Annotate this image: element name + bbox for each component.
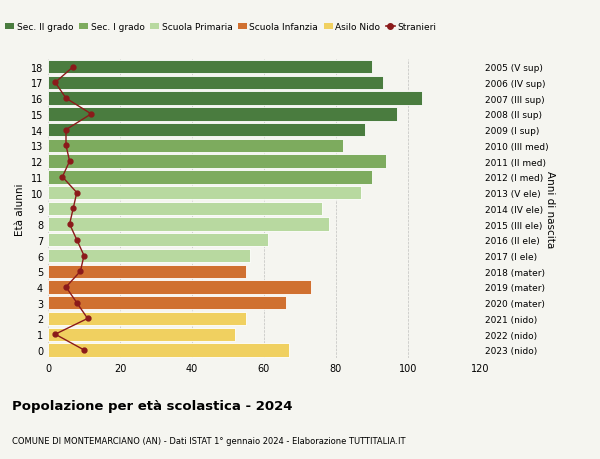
Bar — [48, 234, 268, 247]
Y-axis label: Anni di nascita: Anni di nascita — [545, 170, 556, 247]
Y-axis label: Età alunni: Età alunni — [15, 183, 25, 235]
Text: Popolazione per età scolastica - 2024: Popolazione per età scolastica - 2024 — [12, 399, 293, 412]
Bar — [48, 328, 235, 341]
Bar — [48, 218, 329, 231]
Bar — [48, 297, 286, 310]
Bar — [48, 312, 246, 325]
Bar — [48, 108, 397, 121]
Bar — [48, 343, 289, 357]
Bar — [48, 171, 372, 184]
Bar — [48, 202, 322, 216]
Bar — [48, 123, 365, 137]
Bar — [48, 155, 386, 168]
Text: COMUNE DI MONTEMARCIANO (AN) - Dati ISTAT 1° gennaio 2024 - Elaborazione TUTTITA: COMUNE DI MONTEMARCIANO (AN) - Dati ISTA… — [12, 436, 406, 445]
Bar — [48, 265, 246, 278]
Legend: Sec. II grado, Sec. I grado, Scuola Primaria, Scuola Infanzia, Asilo Nido, Stran: Sec. II grado, Sec. I grado, Scuola Prim… — [2, 19, 440, 36]
Bar — [48, 186, 361, 200]
Bar — [48, 281, 311, 294]
Bar — [48, 249, 250, 263]
Bar — [48, 61, 372, 74]
Bar — [48, 140, 343, 153]
Bar — [48, 92, 422, 106]
Bar — [48, 77, 383, 90]
